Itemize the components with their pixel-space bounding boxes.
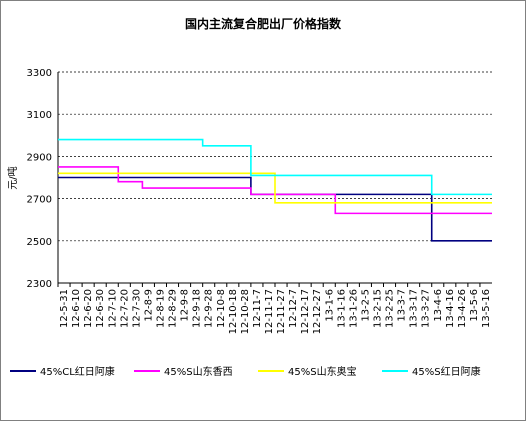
y-tick-label: 3100 bbox=[27, 110, 52, 121]
x-tick-label: 12-8-29 bbox=[168, 289, 179, 328]
legend-label: 45%CL红日阿康 bbox=[40, 365, 115, 378]
x-tick-label: 13-4-6 bbox=[433, 289, 444, 322]
x-tick-label: 12-8-9 bbox=[143, 289, 154, 322]
x-tick-label: 13-3-27 bbox=[421, 289, 432, 328]
x-tick-label: 12-12-7 bbox=[288, 289, 299, 328]
legend-label: 45%S红日阿康 bbox=[412, 365, 481, 378]
x-tick-label: 12-9-18 bbox=[192, 289, 203, 328]
chart-title: 国内主流复合肥出厂价格指数 bbox=[185, 16, 342, 31]
x-tick-label: 12-7-20 bbox=[119, 289, 130, 328]
x-tick-label: 12-10-28 bbox=[240, 289, 251, 334]
y-tick-label: 2500 bbox=[27, 237, 52, 248]
x-tick-label: 13-2-15 bbox=[372, 289, 383, 328]
x-tick-label: 13-4-26 bbox=[457, 289, 468, 328]
y-tick-label: 2700 bbox=[27, 195, 52, 206]
x-tick-label: 12-12-17 bbox=[300, 289, 311, 334]
x-tick-label: 12-7-30 bbox=[131, 289, 142, 328]
x-tick-label: 13-4-16 bbox=[445, 289, 456, 328]
x-tick-label: 12-12-27 bbox=[312, 289, 323, 334]
x-tick-label: 12-9-28 bbox=[204, 289, 215, 328]
x-tick-label: 13-3-7 bbox=[397, 289, 408, 322]
x-tick-label: 13-2-5 bbox=[360, 289, 371, 322]
x-tick-label: 12-11-7 bbox=[252, 289, 263, 328]
x-tick-label: 12-10-18 bbox=[228, 289, 239, 334]
y-tick-label: 2300 bbox=[27, 279, 52, 290]
legend-label: 45%S山东香西 bbox=[164, 365, 233, 378]
series-line bbox=[58, 166, 492, 215]
x-tick-label: 13-1-6 bbox=[324, 289, 335, 322]
x-tick-label: 12-8-19 bbox=[155, 289, 166, 328]
x-tick-label: 12-11-27 bbox=[276, 289, 287, 334]
x-tick-label: 13-1-16 bbox=[336, 289, 347, 328]
series-line bbox=[58, 138, 492, 196]
y-tick-label: 2900 bbox=[27, 152, 52, 163]
x-tick-label: 12-7-10 bbox=[107, 289, 118, 328]
legend-label: 45%S山东奥宝 bbox=[288, 365, 357, 378]
x-tick-label: 12-9-8 bbox=[180, 289, 191, 322]
x-tick-label: 12-11-17 bbox=[264, 289, 275, 334]
x-tick-label: 13-3-17 bbox=[409, 289, 420, 328]
x-tick-label: 13-2-25 bbox=[385, 289, 396, 328]
x-tick-label: 13-5-6 bbox=[469, 289, 480, 322]
x-tick-label: 12-6-20 bbox=[83, 289, 94, 328]
x-tick-label: 13-5-16 bbox=[481, 289, 492, 328]
y-tick-label: 3300 bbox=[27, 68, 52, 79]
x-tick-label: 12-6-10 bbox=[71, 289, 82, 328]
x-tick-label: 12-6-30 bbox=[95, 289, 106, 328]
series-line bbox=[58, 172, 492, 204]
x-tick-label: 12-5-31 bbox=[59, 289, 70, 328]
y-axis-label: 元/吨 bbox=[6, 166, 19, 189]
x-tick-label: 12-10-8 bbox=[216, 289, 227, 328]
x-tick-label: 13-1-26 bbox=[348, 289, 359, 328]
